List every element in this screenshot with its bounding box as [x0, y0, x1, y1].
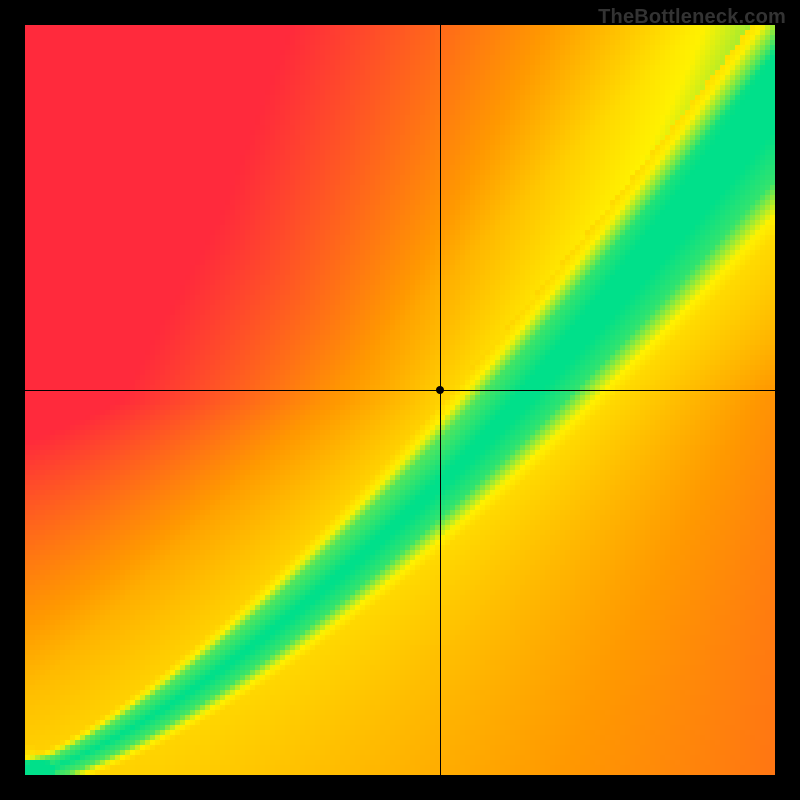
crosshair-horizontal — [25, 390, 775, 391]
chart-container: TheBottleneck.com — [0, 0, 800, 800]
plot-area — [25, 25, 775, 775]
crosshair-marker — [436, 386, 444, 394]
watermark-text: TheBottleneck.com — [598, 6, 786, 29]
heatmap-canvas — [25, 25, 775, 775]
crosshair-vertical — [440, 25, 441, 775]
